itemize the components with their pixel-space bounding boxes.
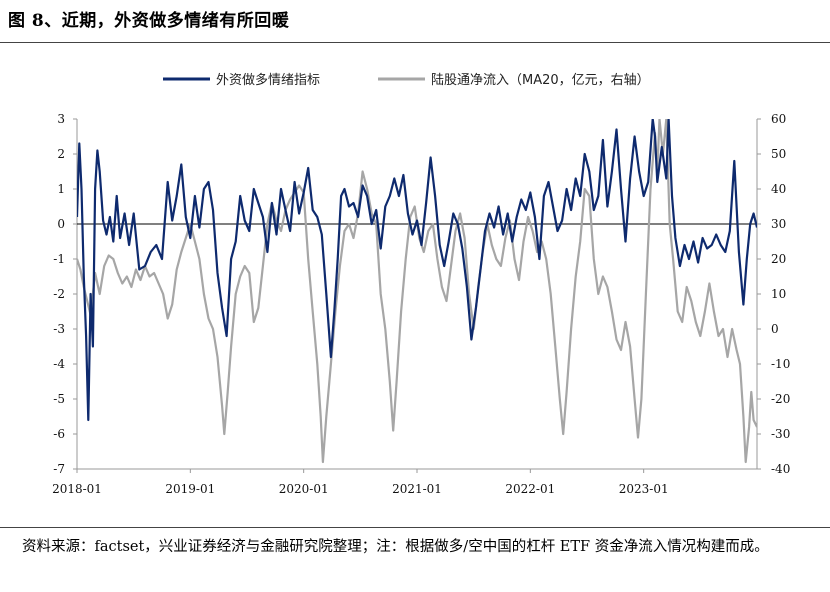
legend: 外资做多情绪指标 陆股通净流入（MA20，亿元，右轴）: [163, 72, 650, 88]
source-note: 资料来源：factset，兴业证券经济与金融研究院整理；注：根据做多/空中国的杠…: [22, 539, 769, 555]
left-tick-label: -6: [53, 427, 65, 441]
right-tick-label: 0: [771, 322, 779, 336]
note-rule: [0, 527, 830, 528]
left-tick-label: -4: [53, 357, 65, 371]
x-tick-label: 2020-01: [279, 482, 329, 496]
title-rule: [0, 42, 830, 43]
left-tick-label: -5: [53, 392, 65, 406]
x-tick-label: 2023-01: [619, 482, 669, 496]
x-tick-label: 2022-01: [505, 482, 555, 496]
x-tick-label: 2018-01: [52, 482, 102, 496]
legend-label-northbound: 陆股通净流入（MA20，亿元，右轴）: [431, 72, 650, 88]
left-tick-label: -7: [53, 462, 65, 476]
right-axis: 60 50 40 30 20 10 0 -10 -20 -30 -40: [756, 112, 790, 476]
figure-title: 图 8、近期，外资做多情绪有所回暖: [8, 11, 290, 31]
right-tick-label: 20: [771, 252, 786, 266]
left-tick-label: 3: [57, 112, 65, 126]
right-tick-label: -40: [771, 462, 790, 476]
legend-label-sentiment: 外资做多情绪指标: [216, 72, 320, 88]
left-tick-label: 2: [57, 147, 65, 161]
series-layer: [77, 119, 757, 464]
right-tick-label: -30: [771, 427, 790, 441]
x-tick-label: 2021-01: [392, 482, 442, 496]
left-tick-label: 0: [57, 217, 65, 231]
series-line-northbound: [77, 119, 757, 464]
x-tick-label: 2019-01: [165, 482, 215, 496]
left-tick-label: -3: [53, 322, 65, 336]
right-tick-label: 10: [771, 287, 786, 301]
right-tick-label: -20: [771, 392, 790, 406]
right-tick-label: 40: [771, 182, 786, 196]
series-line-sentiment: [77, 119, 757, 422]
right-tick-label: 30: [771, 217, 786, 231]
x-axis: 2018-01 2019-01 2020-01 2021-01 2022-01 2023-…: [52, 468, 757, 496]
right-tick-label: -10: [771, 357, 790, 371]
right-tick-label: 60: [771, 112, 786, 126]
left-tick-label: -1: [53, 252, 65, 266]
right-tick-label: 50: [771, 147, 786, 161]
chart: 外资做多情绪指标 陆股通净流入（MA20，亿元，右轴） 3210-1-2-3-4…: [52, 72, 790, 496]
left-tick-label: -2: [53, 287, 65, 301]
left-tick-label: 1: [57, 182, 65, 196]
